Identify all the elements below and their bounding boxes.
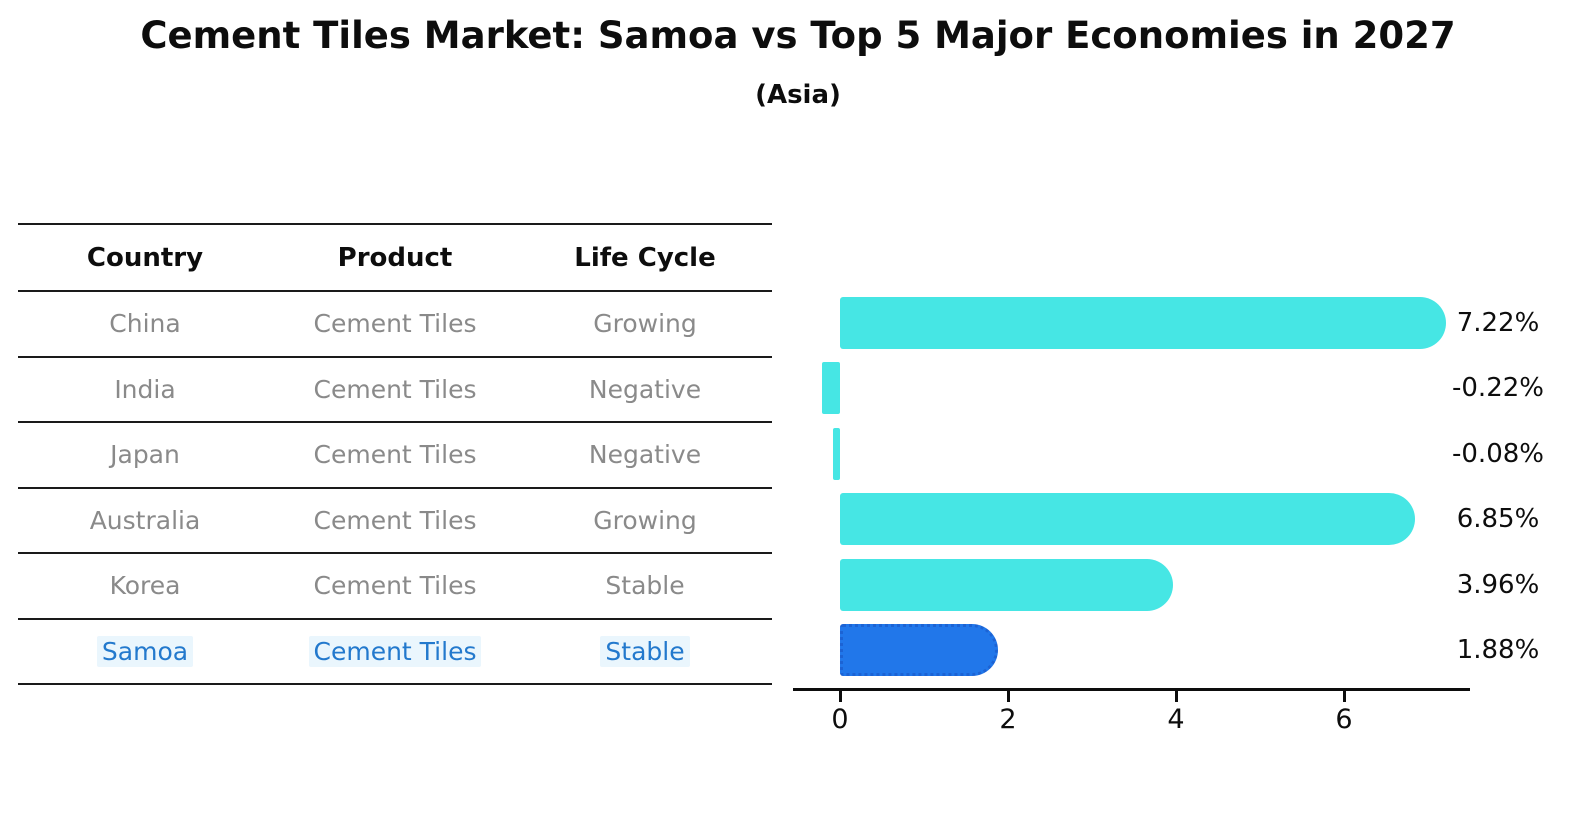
cell-country: China: [109, 309, 181, 339]
x-axis-line: [793, 688, 1470, 691]
table-row-india: India Cement Tiles Negative: [18, 358, 772, 423]
table-row-korea: Korea Cement Tiles Stable: [18, 554, 772, 620]
table-header-row: Country Product Life Cycle: [18, 223, 772, 292]
value-label-korea: 3.96%: [1456, 569, 1540, 600]
x-tick-label-0: 0: [831, 704, 849, 735]
cell-product: Cement Tiles: [313, 374, 477, 404]
cell-country: Samoa: [96, 635, 194, 667]
x-tick-6: [1342, 691, 1346, 702]
x-tick-2: [1006, 691, 1010, 702]
cell-country: Australia: [89, 505, 201, 535]
table-row-samoa: Samoa Cement Tiles Stable: [18, 620, 772, 684]
bar-korea: [840, 558, 1173, 611]
bar-japan: [833, 427, 840, 480]
x-tick-label-4: 4: [1167, 704, 1185, 735]
x-tick-label-2: 2: [999, 704, 1017, 735]
value-label-india: -0.22%: [1452, 373, 1544, 404]
table-row-china: China Cement Tiles Growing: [18, 292, 772, 358]
cell-life-cycle: Growing: [593, 505, 697, 535]
bar-samoa: [840, 623, 998, 676]
cell-life-cycle: Growing: [593, 309, 697, 339]
value-label-samoa: 1.88%: [1456, 634, 1540, 665]
chart-subtitle: (Asia): [755, 80, 841, 110]
country-table: Country Product Life Cycle China Cement …: [18, 223, 772, 685]
chart-title: Cement Tiles Market: Samoa vs Top 5 Majo…: [140, 14, 1456, 57]
cell-product: Cement Tiles: [313, 505, 477, 535]
cell-product: Cement Tiles: [313, 309, 477, 339]
header-life-cycle: Life Cycle: [574, 242, 716, 273]
cell-life-cycle: Negative: [588, 440, 702, 470]
value-label-australia: 6.85%: [1456, 504, 1540, 535]
value-label-china: 7.22%: [1456, 307, 1540, 338]
header-country: Country: [86, 242, 204, 273]
value-label-japan: -0.08%: [1452, 438, 1544, 469]
cell-product: Cement Tiles: [313, 440, 477, 470]
table-row-japan: Japan Cement Tiles Negative: [18, 423, 772, 489]
x-tick-label-6: 6: [1335, 704, 1353, 735]
bar-china: [840, 296, 1447, 349]
header-product: Product: [337, 242, 453, 273]
cell-country: Japan: [110, 440, 180, 470]
cell-country: India: [114, 374, 176, 404]
cell-life-cycle: Stable: [605, 571, 685, 601]
cell-product: Cement Tiles: [313, 571, 477, 601]
bar-australia: [840, 493, 1416, 546]
table-row-australia: Australia Cement Tiles Growing: [18, 489, 772, 554]
x-tick-4: [1174, 691, 1178, 702]
cell-life-cycle: Negative: [588, 374, 702, 404]
bar-india: [821, 362, 840, 415]
cell-country: Korea: [109, 571, 181, 601]
x-tick-0: [838, 691, 842, 702]
cell-life-cycle: Stable: [600, 635, 690, 667]
cell-product: Cement Tiles: [308, 635, 482, 667]
